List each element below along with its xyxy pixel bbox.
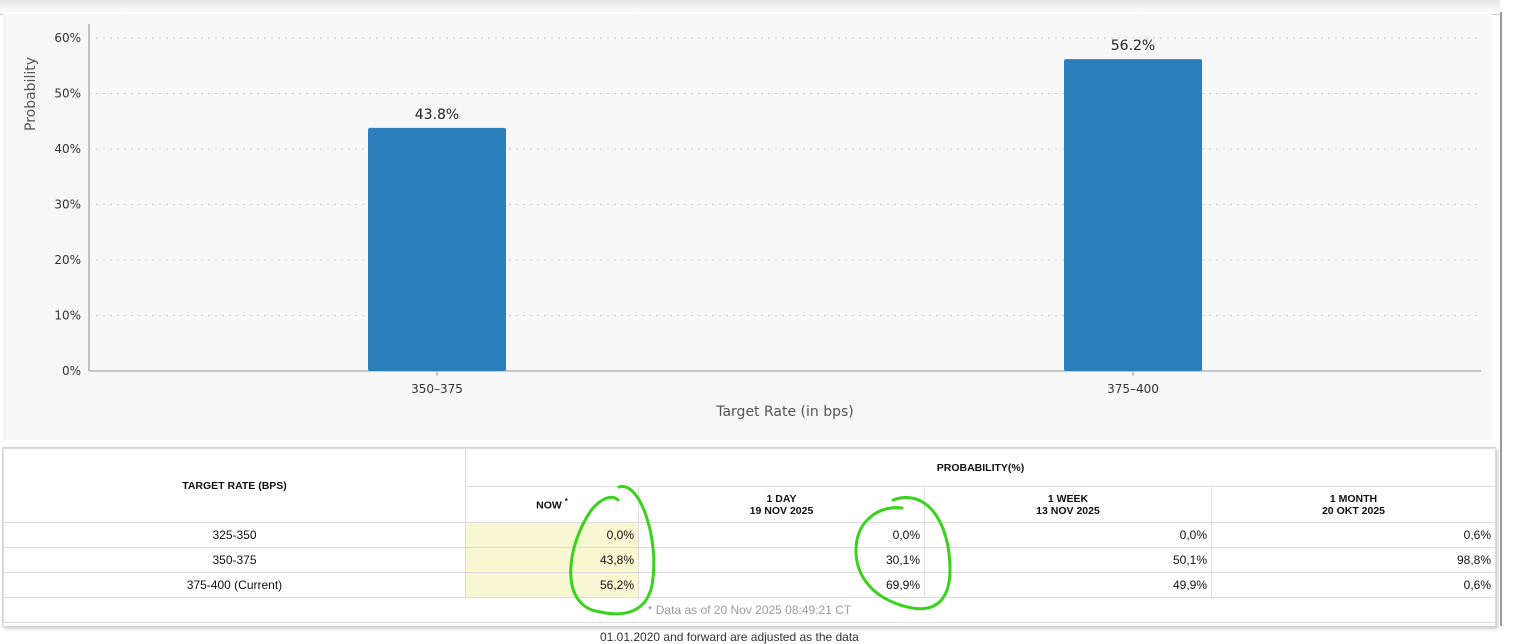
- value-cell-1week: 49,9%: [924, 572, 1212, 598]
- col-1day-date: 19 NOV 2025: [749, 504, 814, 517]
- value-cell-1day: 30,1%: [638, 547, 925, 573]
- y-tick-label: 20%: [54, 253, 81, 267]
- value-cell-1month: 98,8%: [1211, 547, 1496, 573]
- col-1month-label: 1 MONTH: [1329, 492, 1378, 505]
- col-1month-date: 20 OKT 2025: [1321, 504, 1386, 517]
- value-cell-1day: 69,9%: [638, 572, 925, 598]
- col-now-label: NOW: [536, 499, 562, 512]
- y-tick-label: 40%: [54, 142, 81, 156]
- col-1week-header: 1 WEEK 13 NOV 2025: [924, 486, 1212, 523]
- y-tick-label: 10%: [54, 309, 81, 323]
- col-1week-label: 1 WEEK: [1047, 492, 1089, 505]
- rate-cell: 375-400 (Current): [3, 572, 466, 598]
- value-cell-now: 43,8%: [465, 547, 639, 573]
- table-row: 350-375 43,8% 30,1% 50,1% 98,8%: [3, 547, 1496, 573]
- bar-value-label: 56.2%: [1111, 38, 1155, 54]
- value-cell-1month: 0,6%: [1211, 572, 1496, 598]
- y-axis-label: Probability: [23, 57, 39, 131]
- target-rate-header: TARGET RATE (BPS): [3, 448, 466, 523]
- col-1month-header: 1 MONTH 20 OKT 2025: [1211, 486, 1496, 523]
- y-tick-label: 60%: [54, 31, 81, 45]
- value-cell-1month: 0,6%: [1211, 522, 1496, 548]
- col-1day-label: 1 DAY: [766, 492, 797, 505]
- probability-table-container: TARGET RATE (BPS) PROBABILITY(%) NOW * 1…: [2, 447, 1496, 627]
- value-cell-1week: 50,1%: [924, 547, 1212, 573]
- y-tick-label: 0%: [62, 364, 81, 378]
- value-cell-1day: 0,0%: [638, 522, 925, 548]
- table-row: 325-350 0,0% 0,0% 0,0% 0,6%: [3, 522, 1496, 548]
- value-cell-now: 56,2%: [465, 572, 639, 598]
- bar-375–400[interactable]: [1064, 59, 1202, 372]
- y-tick-label: 30%: [54, 198, 81, 212]
- x-tick-label: 350–375: [411, 382, 463, 396]
- probability-header: PROBABILITY(%): [465, 448, 1496, 487]
- y-tick-label: 50%: [54, 87, 81, 101]
- value-cell-1week: 0,0%: [924, 522, 1212, 548]
- table-row: 375-400 (Current) 56,2% 69,9% 49,9% 0,6%: [3, 572, 1496, 598]
- bar-350–375[interactable]: [368, 127, 506, 371]
- rate-cell: 350-375: [3, 547, 466, 573]
- col-now-marker: *: [564, 497, 568, 507]
- data-timestamp-footnote: * Data as of 20 Nov 2025 08:49:21 CT: [3, 597, 1496, 623]
- col-now-header: NOW *: [465, 486, 639, 523]
- value-cell-now: 0,0%: [465, 522, 639, 548]
- probability-bar-chart: 0% 10% 20% 30% 40% 50% 60% 43.8% 350–375 56.2% 375…: [23, 24, 1481, 420]
- cut-off-footnote: 01.01.2020 and forward are adjusted as t…: [600, 630, 859, 644]
- col-1week-date: 13 NOV 2025: [1036, 504, 1100, 517]
- chart-panel: 0% 10% 20% 30% 40% 50% 60% 43.8% 350–375 56.2% 375…: [3, 14, 1492, 440]
- top-edge: [0, 0, 1500, 15]
- probability-table: TARGET RATE (BPS) PROBABILITY(%) NOW * 1…: [3, 448, 1496, 623]
- bar-value-label: 43.8%: [415, 107, 459, 123]
- rate-cell: 325-350: [3, 522, 466, 548]
- x-tick-label: 375–400: [1107, 382, 1159, 396]
- x-axis-label: Target Rate (in bps): [715, 404, 854, 420]
- col-1day-header: 1 DAY 19 NOV 2025: [638, 486, 925, 523]
- scrollbar-edge: [1500, 12, 1502, 626]
